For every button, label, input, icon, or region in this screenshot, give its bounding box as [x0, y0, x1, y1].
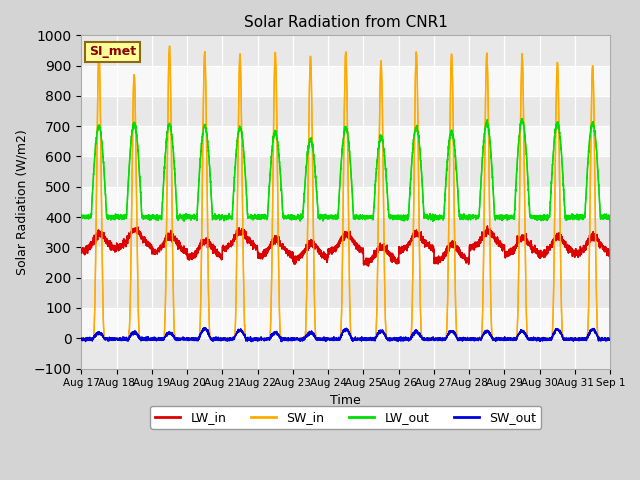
SW_in: [326, 336, 333, 341]
SW_out: [435, 336, 443, 342]
SW_out: [278, 339, 285, 345]
LW_out: [77, 212, 85, 217]
Line: LW_in: LW_in: [81, 226, 611, 266]
Line: LW_out: LW_out: [81, 119, 611, 338]
Bar: [81, 308, 611, 338]
LW_out: [464, 217, 472, 223]
LW_out: [172, 198, 180, 204]
SW_in: [606, 336, 614, 341]
SW_in: [173, 336, 180, 341]
LW_in: [484, 223, 492, 229]
Bar: [81, 156, 611, 187]
LW_in: [607, 256, 614, 262]
LW_in: [326, 248, 333, 253]
Legend: LW_in, SW_in, LW_out, SW_out: LW_in, SW_in, LW_out, SW_out: [150, 406, 541, 429]
SW_in: [607, 336, 614, 341]
Bar: [81, 96, 611, 126]
Bar: [81, 187, 611, 217]
LW_in: [495, 240, 502, 246]
LW_out: [518, 116, 526, 121]
Bar: [81, 277, 611, 308]
LW_in: [172, 241, 180, 247]
SW_out: [201, 325, 209, 331]
Y-axis label: Solar Radiation (W/m2): Solar Radiation (W/m2): [15, 129, 28, 275]
SW_out: [606, 336, 614, 342]
Text: SI_met: SI_met: [89, 45, 136, 59]
Line: SW_in: SW_in: [81, 46, 611, 338]
SW_out: [495, 336, 502, 342]
LW_out: [494, 215, 502, 220]
SW_in: [435, 336, 443, 341]
Bar: [81, 247, 611, 277]
SW_in: [166, 43, 173, 49]
LW_out: [435, 214, 443, 219]
SW_in: [465, 336, 472, 341]
LW_in: [77, 246, 85, 252]
Bar: [81, 217, 611, 247]
LW_in: [606, 248, 614, 253]
SW_in: [77, 336, 85, 341]
Bar: [81, 36, 611, 66]
LW_in: [465, 258, 472, 264]
SW_out: [465, 337, 472, 343]
Title: Solar Radiation from CNR1: Solar Radiation from CNR1: [244, 15, 448, 30]
Bar: [81, 66, 611, 96]
Bar: [81, 338, 611, 369]
Bar: [81, 126, 611, 156]
Line: SW_out: SW_out: [81, 328, 611, 342]
LW_in: [365, 263, 372, 269]
SW_out: [77, 337, 85, 343]
LW_out: [607, 336, 614, 341]
SW_out: [607, 336, 614, 342]
SW_in: [494, 336, 502, 341]
X-axis label: Time: Time: [330, 394, 361, 407]
SW_out: [172, 335, 180, 341]
SW_out: [326, 337, 334, 343]
LW_in: [435, 257, 443, 263]
LW_out: [606, 215, 614, 220]
LW_out: [326, 215, 333, 220]
